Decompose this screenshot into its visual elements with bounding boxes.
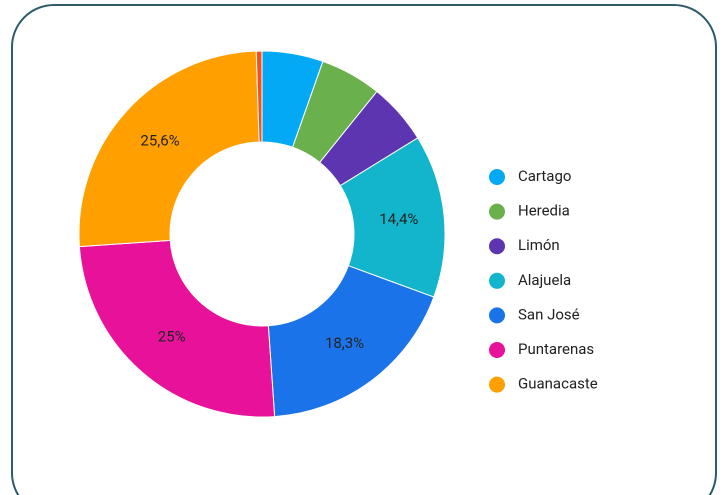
slice xyxy=(78,50,260,248)
legend-swatch xyxy=(489,342,505,358)
legend-label: Puntarenas xyxy=(518,340,594,358)
legend-swatch xyxy=(489,307,505,324)
slice-label: 14,4% xyxy=(379,210,418,228)
legend-swatch xyxy=(489,272,505,289)
slice-label: 18,3% xyxy=(325,334,364,352)
legend-swatch xyxy=(489,169,505,185)
legend-label: Alajuela xyxy=(518,271,571,289)
legend-label: San José xyxy=(518,305,580,323)
legend-label: Guanacaste xyxy=(518,375,598,393)
legend-swatch xyxy=(489,376,505,393)
slice xyxy=(78,239,276,418)
slice xyxy=(255,50,263,143)
legend-label: Cartago xyxy=(518,167,571,185)
legend-swatch xyxy=(489,238,505,255)
slice-label: 25,6% xyxy=(140,132,179,150)
slice-label: 25% xyxy=(158,328,186,346)
slice xyxy=(267,265,435,418)
legend-label: Limón xyxy=(518,236,560,254)
legend-label: Heredia xyxy=(518,202,570,220)
legend-swatch xyxy=(489,203,505,220)
